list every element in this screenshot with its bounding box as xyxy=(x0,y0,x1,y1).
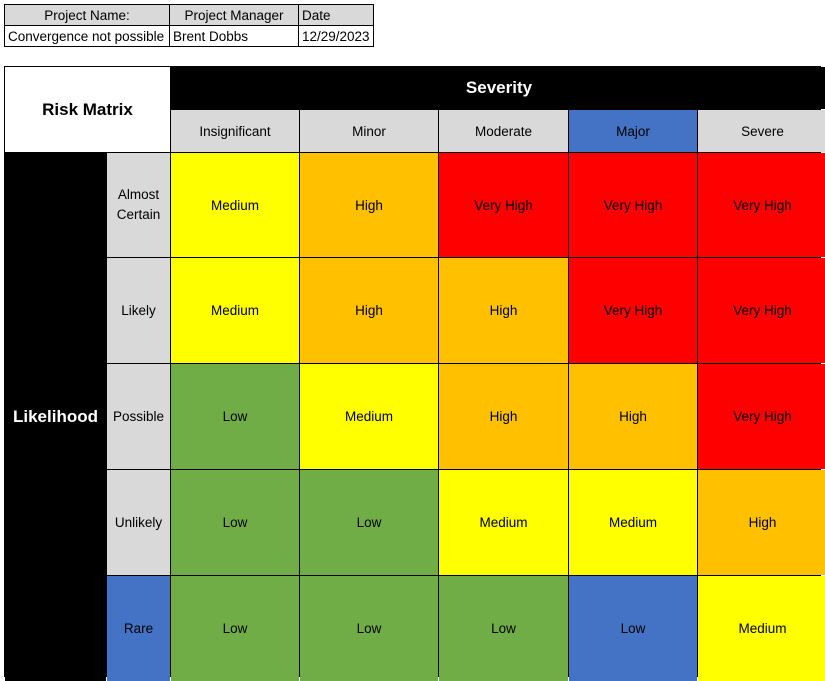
risk-cell[interactable]: Medium xyxy=(439,470,568,575)
risk-cell[interactable]: Medium xyxy=(698,576,825,681)
project-name-cell[interactable]: Convergence not possible xyxy=(4,25,170,47)
project-info-header-row: Project Name: Project Manager Date xyxy=(4,4,374,26)
risk-cell[interactable]: High xyxy=(439,258,568,363)
severity-header-major[interactable]: Major xyxy=(569,110,697,152)
risk-cell[interactable]: Low xyxy=(171,364,299,469)
risk-matrix: Risk Matrix Severity Insignificant Minor… xyxy=(4,66,825,681)
risk-matrix-title[interactable]: Risk Matrix xyxy=(5,67,170,152)
date-cell[interactable]: 12/29/2023 xyxy=(298,25,374,47)
risk-cell[interactable]: Medium xyxy=(171,153,299,257)
risk-cell[interactable]: Medium xyxy=(171,258,299,363)
risk-cell[interactable]: High xyxy=(698,470,825,575)
risk-cell[interactable]: Medium xyxy=(300,364,438,469)
risk-cell[interactable]: Very High xyxy=(439,153,568,257)
project-manager-header[interactable]: Project Manager xyxy=(169,4,299,26)
risk-cell[interactable]: Very High xyxy=(698,364,825,469)
risk-cell[interactable]: High xyxy=(300,258,438,363)
date-header[interactable]: Date xyxy=(298,4,374,26)
severity-header-moderate[interactable]: Moderate xyxy=(439,110,568,152)
risk-cell[interactable]: Low xyxy=(300,470,438,575)
likelihood-title[interactable]: Likelihood xyxy=(5,153,106,681)
likelihood-header-possible[interactable]: Possible xyxy=(107,364,170,469)
likelihood-header-likely[interactable]: Likely xyxy=(107,258,170,363)
risk-cell[interactable]: Very High xyxy=(698,258,825,363)
risk-cell[interactable]: Low xyxy=(171,576,299,681)
project-info-table: Project Name: Project Manager Date Conve… xyxy=(4,4,374,47)
risk-cell[interactable]: Low xyxy=(439,576,568,681)
severity-title[interactable]: Severity xyxy=(171,67,825,109)
risk-cell[interactable]: Low xyxy=(300,576,438,681)
severity-header-severe[interactable]: Severe xyxy=(698,110,825,152)
severity-header-minor[interactable]: Minor xyxy=(300,110,438,152)
project-manager-cell[interactable]: Brent Dobbs xyxy=(169,25,299,47)
risk-cell[interactable]: Low xyxy=(569,576,697,681)
likelihood-header-almost-certain[interactable]: Almost Certain xyxy=(107,153,170,257)
risk-cell[interactable]: High xyxy=(300,153,438,257)
risk-cell[interactable]: Very High xyxy=(698,153,825,257)
severity-header-insignificant[interactable]: Insignificant xyxy=(171,110,299,152)
risk-cell[interactable]: Low xyxy=(171,470,299,575)
likelihood-header-rare[interactable]: Rare xyxy=(107,576,170,681)
risk-cell[interactable]: Medium xyxy=(569,470,697,575)
likelihood-header-unlikely[interactable]: Unlikely xyxy=(107,470,170,575)
risk-cell[interactable]: Very High xyxy=(569,258,697,363)
project-info-value-row: Convergence not possible Brent Dobbs 12/… xyxy=(4,25,374,47)
project-name-header[interactable]: Project Name: xyxy=(4,4,170,26)
risk-cell[interactable]: Very High xyxy=(569,153,697,257)
risk-cell[interactable]: High xyxy=(439,364,568,469)
risk-cell[interactable]: High xyxy=(569,364,697,469)
